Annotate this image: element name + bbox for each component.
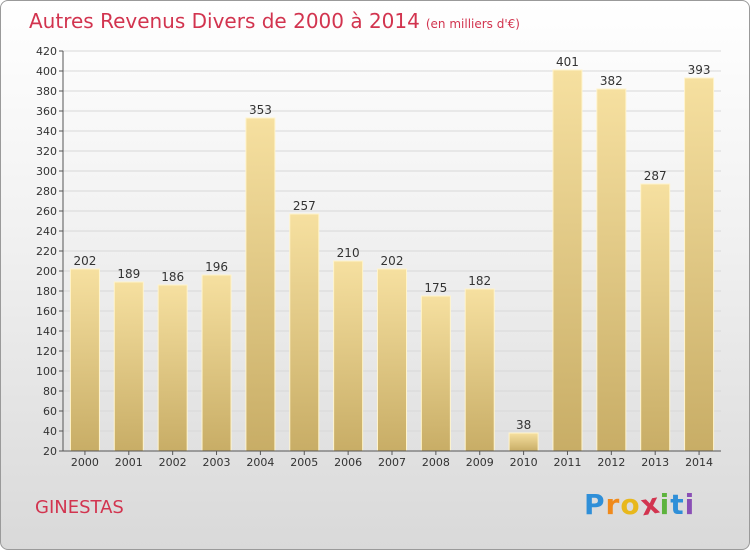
logo-letter: i	[684, 488, 696, 521]
data-label: 393	[688, 63, 711, 77]
y-tick-label: 220	[36, 245, 57, 258]
y-tick-label: 60	[43, 405, 57, 418]
y-tick-label: 280	[36, 185, 57, 198]
y-tick-label: 360	[36, 105, 57, 118]
bar	[464, 288, 495, 452]
data-label: 175	[424, 281, 447, 295]
x-tick-label: 2000	[71, 456, 99, 469]
x-tick-label: 2004	[246, 456, 274, 469]
x-tick-label: 2011	[553, 456, 581, 469]
logo-letter: o	[620, 488, 641, 521]
x-tick-label: 2006	[334, 456, 362, 469]
x-tick-label: 2008	[422, 456, 450, 469]
data-label: 401	[556, 55, 579, 69]
axes: 20 40 60 80 100 120 140 160 180 200 220 240 260 280 30…	[36, 45, 721, 469]
data-label: 189	[117, 267, 140, 281]
y-tick-label: 320	[36, 145, 57, 158]
bar	[113, 281, 144, 452]
place-name: GINESTAS	[35, 497, 124, 518]
chart-title-text: Autres Revenus Divers de 2000 à 2014	[29, 9, 420, 33]
data-label: 202	[73, 254, 96, 268]
x-tick-label: 2007	[378, 456, 406, 469]
logo-letter: r	[605, 488, 621, 521]
bar	[289, 213, 320, 452]
data-label: 182	[468, 274, 491, 288]
data-label: 38	[516, 418, 531, 432]
x-tick-label: 2003	[203, 456, 231, 469]
y-tick-label: 240	[36, 225, 57, 238]
x-tick-label: 2005	[290, 456, 318, 469]
logo-letter: i	[659, 488, 671, 521]
y-tick-label: 420	[36, 45, 57, 58]
x-tick-label: 2012	[597, 456, 625, 469]
y-tick-label: 300	[36, 165, 57, 178]
data-label: 382	[600, 74, 623, 88]
proxiti-logo: Proxiti	[584, 487, 696, 523]
x-tick-label: 2010	[510, 456, 538, 469]
chart-subtitle: (en milliers d'€)	[425, 17, 520, 31]
bar	[333, 260, 364, 452]
data-label: 186	[161, 270, 184, 284]
x-tick-label: 2009	[466, 456, 494, 469]
bar	[201, 274, 232, 452]
bar	[157, 284, 188, 452]
x-tick-label: 2014	[685, 456, 713, 469]
bar	[684, 77, 715, 452]
y-tick-label: 100	[36, 365, 57, 378]
data-label: 210	[337, 246, 360, 260]
data-label: 287	[644, 169, 667, 183]
bar	[508, 432, 539, 452]
bars: 202 189 186 196 353 257 210 202 175 182 38 401 382 28…	[69, 55, 715, 452]
y-tick-label: 380	[36, 85, 57, 98]
data-label: 196	[205, 260, 228, 274]
bar	[69, 268, 100, 452]
x-tick-label: 2002	[159, 456, 187, 469]
y-tick-label: 200	[36, 265, 57, 278]
data-label: 202	[381, 254, 404, 268]
logo-letter: t	[670, 488, 685, 521]
bar	[552, 69, 583, 452]
bar	[596, 88, 627, 452]
y-tick-label: 120	[36, 345, 57, 358]
y-tick-label: 260	[36, 205, 57, 218]
y-tick-label: 340	[36, 125, 57, 138]
bar	[420, 295, 451, 452]
y-tick-label: 80	[43, 385, 57, 398]
bar	[377, 268, 407, 452]
data-label: 353	[249, 103, 272, 117]
logo-letter: P	[584, 488, 606, 521]
bar	[640, 183, 671, 452]
chart-title: Autres Revenus Divers de 2000 à 2014 (en …	[29, 9, 520, 33]
y-tick-label: 400	[36, 65, 57, 78]
y-tick-label: 140	[36, 325, 57, 338]
y-tick-label: 160	[36, 305, 57, 318]
y-tick-label: 20	[43, 445, 57, 458]
y-tick-label: 180	[36, 285, 57, 298]
bar	[245, 117, 276, 452]
data-label: 257	[293, 199, 316, 213]
x-tick-label: 2001	[115, 456, 143, 469]
x-tick-label: 2013	[641, 456, 669, 469]
y-tick-label: 40	[43, 425, 57, 438]
